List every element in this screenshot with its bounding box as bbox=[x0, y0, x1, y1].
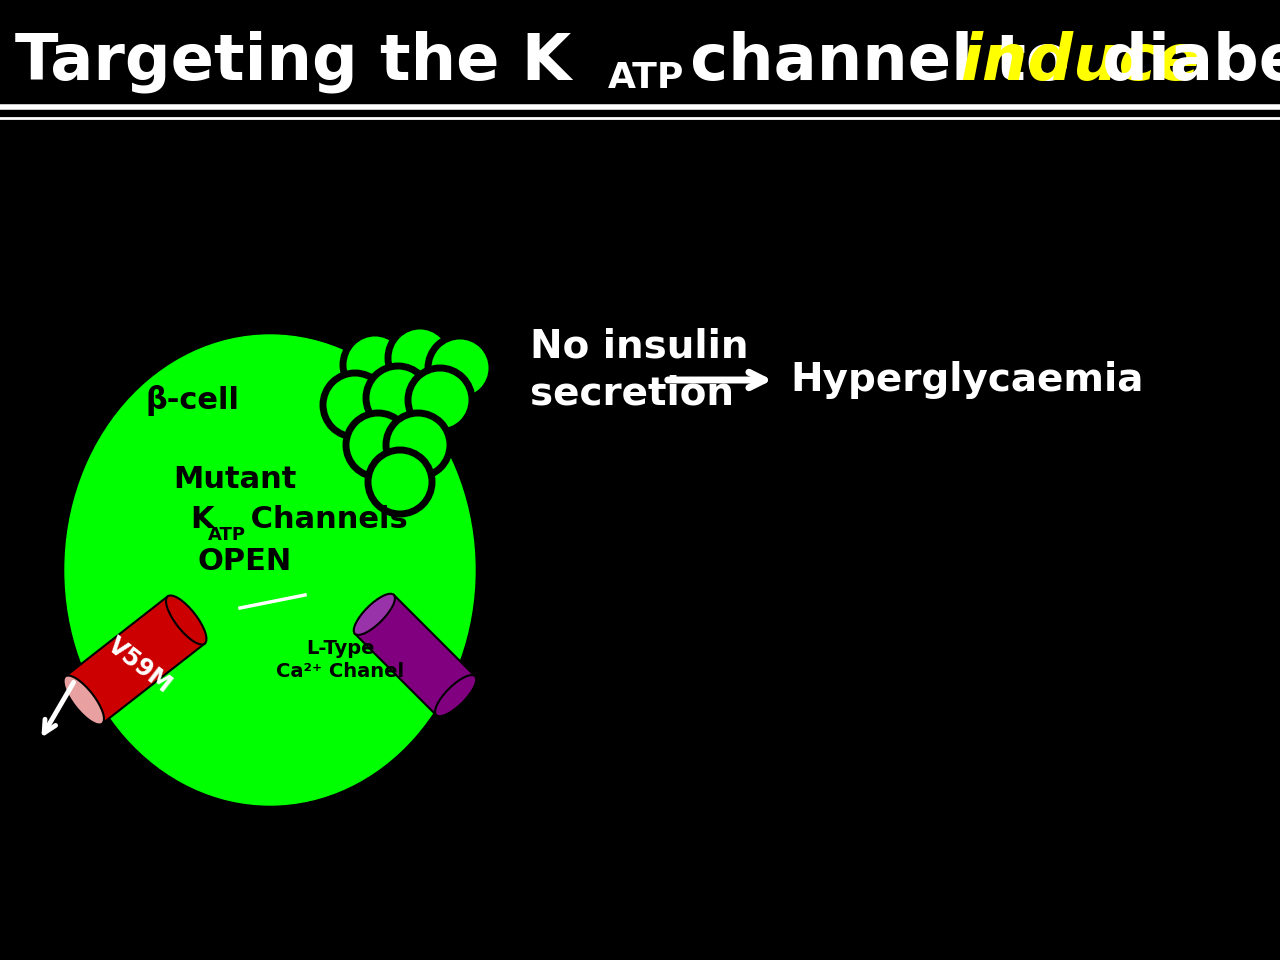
Circle shape bbox=[346, 413, 410, 477]
Text: channel to: channel to bbox=[668, 31, 1092, 93]
Circle shape bbox=[428, 336, 492, 400]
Text: V59M: V59M bbox=[104, 633, 177, 697]
Text: K: K bbox=[189, 506, 214, 535]
Text: L-Type
Ca²⁺ Chanel: L-Type Ca²⁺ Chanel bbox=[276, 638, 404, 682]
Text: ATP: ATP bbox=[207, 526, 246, 544]
Ellipse shape bbox=[64, 676, 104, 725]
Ellipse shape bbox=[65, 335, 475, 805]
Circle shape bbox=[366, 366, 430, 430]
Text: induce: induce bbox=[960, 31, 1199, 93]
Circle shape bbox=[343, 333, 407, 397]
Ellipse shape bbox=[166, 595, 206, 644]
Text: Targeting the K: Targeting the K bbox=[15, 31, 571, 93]
Circle shape bbox=[388, 326, 452, 390]
Circle shape bbox=[323, 373, 387, 437]
Ellipse shape bbox=[353, 593, 396, 635]
FancyBboxPatch shape bbox=[355, 595, 475, 715]
Circle shape bbox=[387, 413, 451, 477]
Text: diabetes: diabetes bbox=[1080, 31, 1280, 93]
Text: OPEN: OPEN bbox=[198, 547, 292, 577]
Ellipse shape bbox=[435, 675, 476, 716]
Text: Channels: Channels bbox=[241, 506, 408, 535]
Circle shape bbox=[369, 450, 433, 514]
Text: Mutant: Mutant bbox=[173, 466, 297, 494]
FancyBboxPatch shape bbox=[65, 596, 205, 724]
Circle shape bbox=[408, 368, 472, 432]
Text: ATP: ATP bbox=[608, 61, 685, 95]
Text: β-cell: β-cell bbox=[145, 385, 239, 416]
Text: Hyperglycaemia: Hyperglycaemia bbox=[790, 361, 1143, 399]
Text: No insulin
secretion: No insulin secretion bbox=[530, 327, 749, 413]
